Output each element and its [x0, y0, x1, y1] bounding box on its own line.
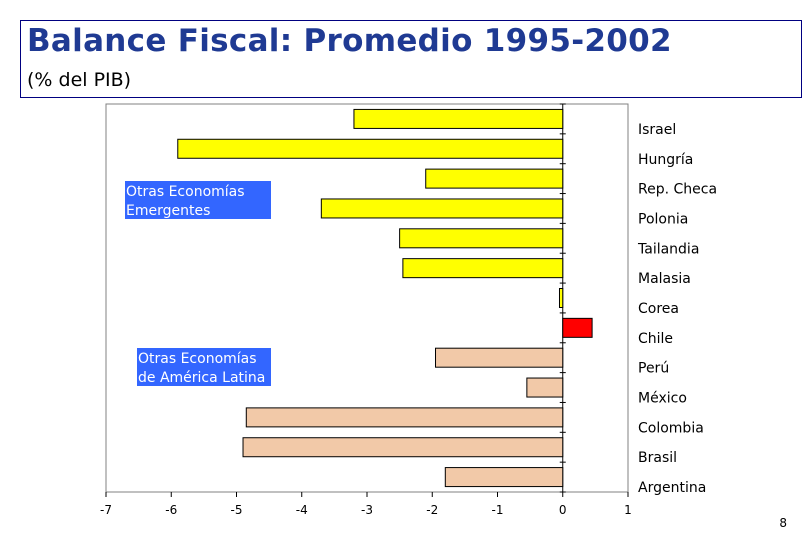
plot-area: [105, 103, 629, 493]
bar: [425, 168, 564, 189]
bar: [320, 198, 564, 219]
category-label: Malasia: [638, 271, 691, 287]
category-label: Brasil: [638, 450, 677, 466]
x-tick-label: -7: [100, 503, 112, 517]
x-tick-label: -2: [426, 503, 438, 517]
category-label: Chile: [638, 331, 673, 347]
bar: [526, 377, 564, 398]
group-annotation-text: Otras Economías: [126, 184, 245, 200]
title-box: Balance Fiscal: Promedio 1995-2002 (% de…: [20, 20, 802, 98]
x-tick-label: -6: [165, 503, 177, 517]
x-tick-label: -1: [492, 503, 504, 517]
category-label: México: [638, 391, 687, 407]
bar: [353, 108, 564, 129]
bar: [399, 228, 564, 249]
x-tick-label: 1: [624, 503, 632, 517]
bar: [245, 407, 564, 428]
x-tick-label: 0: [559, 503, 567, 517]
category-label: Argentina: [638, 480, 706, 496]
x-tick-label: -5: [231, 503, 243, 517]
group-annotation-box: [137, 348, 271, 386]
bar: [558, 288, 564, 308]
page-title: Balance Fiscal: Promedio 1995-2002: [27, 23, 672, 59]
bar: [562, 317, 593, 338]
category-label: Tailandia: [637, 241, 699, 257]
category-label: Israel: [638, 122, 676, 138]
group-annotation-box: [125, 181, 271, 219]
category-label: Rep. Checa: [638, 182, 717, 198]
group-annotation-text: Emergentes: [126, 203, 210, 219]
bar: [242, 437, 564, 458]
bar: [177, 138, 564, 159]
category-label: Polonia: [638, 211, 688, 227]
group-annotation-text: Otras Economías: [138, 351, 257, 367]
bar: [444, 467, 564, 488]
group-annotation-text: de América Latina: [138, 370, 265, 386]
x-tick-label: -3: [361, 503, 373, 517]
category-label: Perú: [638, 361, 669, 377]
page-number: 8: [779, 516, 787, 530]
x-tick-label: -4: [296, 503, 308, 517]
category-label: Corea: [638, 301, 679, 317]
page-subtitle: (% del PIB): [27, 69, 132, 91]
category-label: Hungría: [638, 152, 693, 168]
bar: [435, 347, 564, 368]
category-label: Colombia: [638, 420, 704, 436]
bar: [402, 258, 564, 279]
